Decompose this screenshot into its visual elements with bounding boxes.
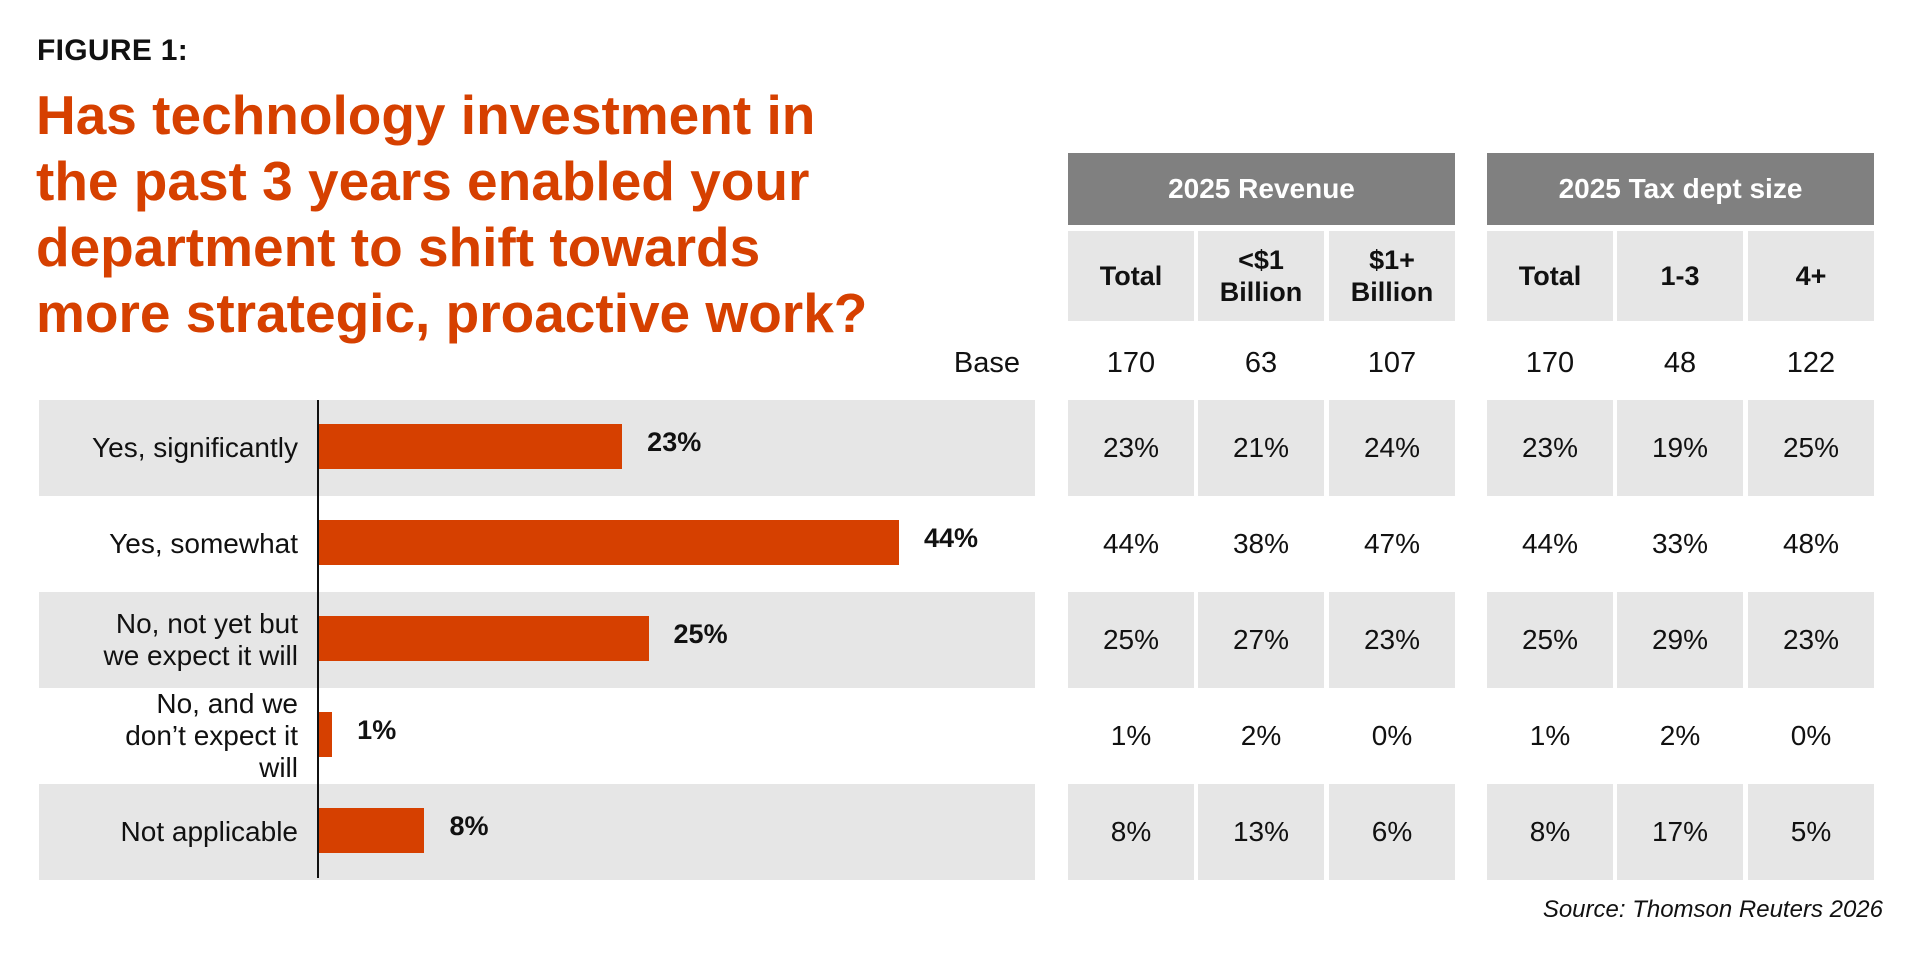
base-count: 48 xyxy=(1663,347,1697,379)
source-note: Source: Thomson Reuters 2026 xyxy=(1542,896,1883,923)
category-label: Not applicable xyxy=(120,816,298,847)
table-cell: 0% xyxy=(1371,720,1413,751)
bar-value-label: 25% xyxy=(673,618,728,649)
table-cell: 24% xyxy=(1329,400,1455,496)
bar-chart-axis-line xyxy=(317,400,319,878)
category-label: No, and we don’t expect it will xyxy=(125,688,298,783)
table-cell: 23% xyxy=(1068,400,1194,496)
table-cell: 8% xyxy=(1487,784,1613,880)
bar-value-label: 8% xyxy=(449,810,489,841)
row-background xyxy=(39,784,1035,880)
bar xyxy=(319,519,899,565)
column-header: Total xyxy=(1068,231,1194,321)
chart-title: Has technology investment in the past 3 … xyxy=(36,84,868,344)
table-cell: 48% xyxy=(1782,528,1840,559)
bar xyxy=(319,423,623,469)
bar xyxy=(319,807,425,853)
base-count: 170 xyxy=(1106,347,1156,379)
bar-value-label: 1% xyxy=(357,714,397,745)
table-cell: 25% xyxy=(1068,592,1194,688)
table-cell: 8% xyxy=(1068,784,1194,880)
table-cell: 21% xyxy=(1198,400,1324,496)
table-cell: 19% xyxy=(1617,400,1743,496)
category-label: Yes, significantly xyxy=(92,432,298,463)
bar xyxy=(319,615,649,661)
table-cell: 44% xyxy=(1521,528,1579,559)
table-cell: 29% xyxy=(1617,592,1743,688)
figure-label: FIGURE 1: xyxy=(37,34,189,67)
table-cell: 38% xyxy=(1232,528,1290,559)
table-cell: 0% xyxy=(1790,720,1832,751)
table-cell: 25% xyxy=(1748,400,1874,496)
table-cell: 23% xyxy=(1748,592,1874,688)
bar-value-label: 44% xyxy=(924,522,979,553)
column-header: <$1 Billion xyxy=(1198,231,1324,321)
table-cell: 1% xyxy=(1529,720,1571,751)
table-cell: 47% xyxy=(1363,528,1421,559)
category-label: No, not yet but we expect it will xyxy=(103,608,298,671)
table-cell: 17% xyxy=(1617,784,1743,880)
table-cell: 33% xyxy=(1651,528,1709,559)
column-header: $1+ Billion xyxy=(1329,231,1455,321)
bar-value-label: 23% xyxy=(647,426,702,457)
table-cell: 44% xyxy=(1102,528,1160,559)
table-cell: 25% xyxy=(1487,592,1613,688)
base-count: 107 xyxy=(1367,347,1417,379)
table-cell: 27% xyxy=(1198,592,1324,688)
category-label: Yes, somewhat xyxy=(109,528,298,559)
base-count: 122 xyxy=(1786,347,1836,379)
table-cell: 5% xyxy=(1748,784,1874,880)
column-header: 4+ xyxy=(1748,231,1874,321)
table-cell: 2% xyxy=(1240,720,1282,751)
table-cell: 23% xyxy=(1487,400,1613,496)
table-cell: 2% xyxy=(1659,720,1701,751)
column-group-header: 2025 Tax dept size xyxy=(1487,153,1874,225)
table-cell: 13% xyxy=(1198,784,1324,880)
base-count: 63 xyxy=(1244,347,1278,379)
table-cell: 6% xyxy=(1329,784,1455,880)
table-cell: 23% xyxy=(1329,592,1455,688)
table-cell: 1% xyxy=(1110,720,1152,751)
column-header: Total xyxy=(1487,231,1613,321)
column-header: 1-3 xyxy=(1617,231,1743,321)
bar xyxy=(319,711,333,757)
base-label: Base xyxy=(953,347,1020,379)
column-group-header: 2025 Revenue xyxy=(1068,153,1455,225)
base-count: 170 xyxy=(1525,347,1575,379)
